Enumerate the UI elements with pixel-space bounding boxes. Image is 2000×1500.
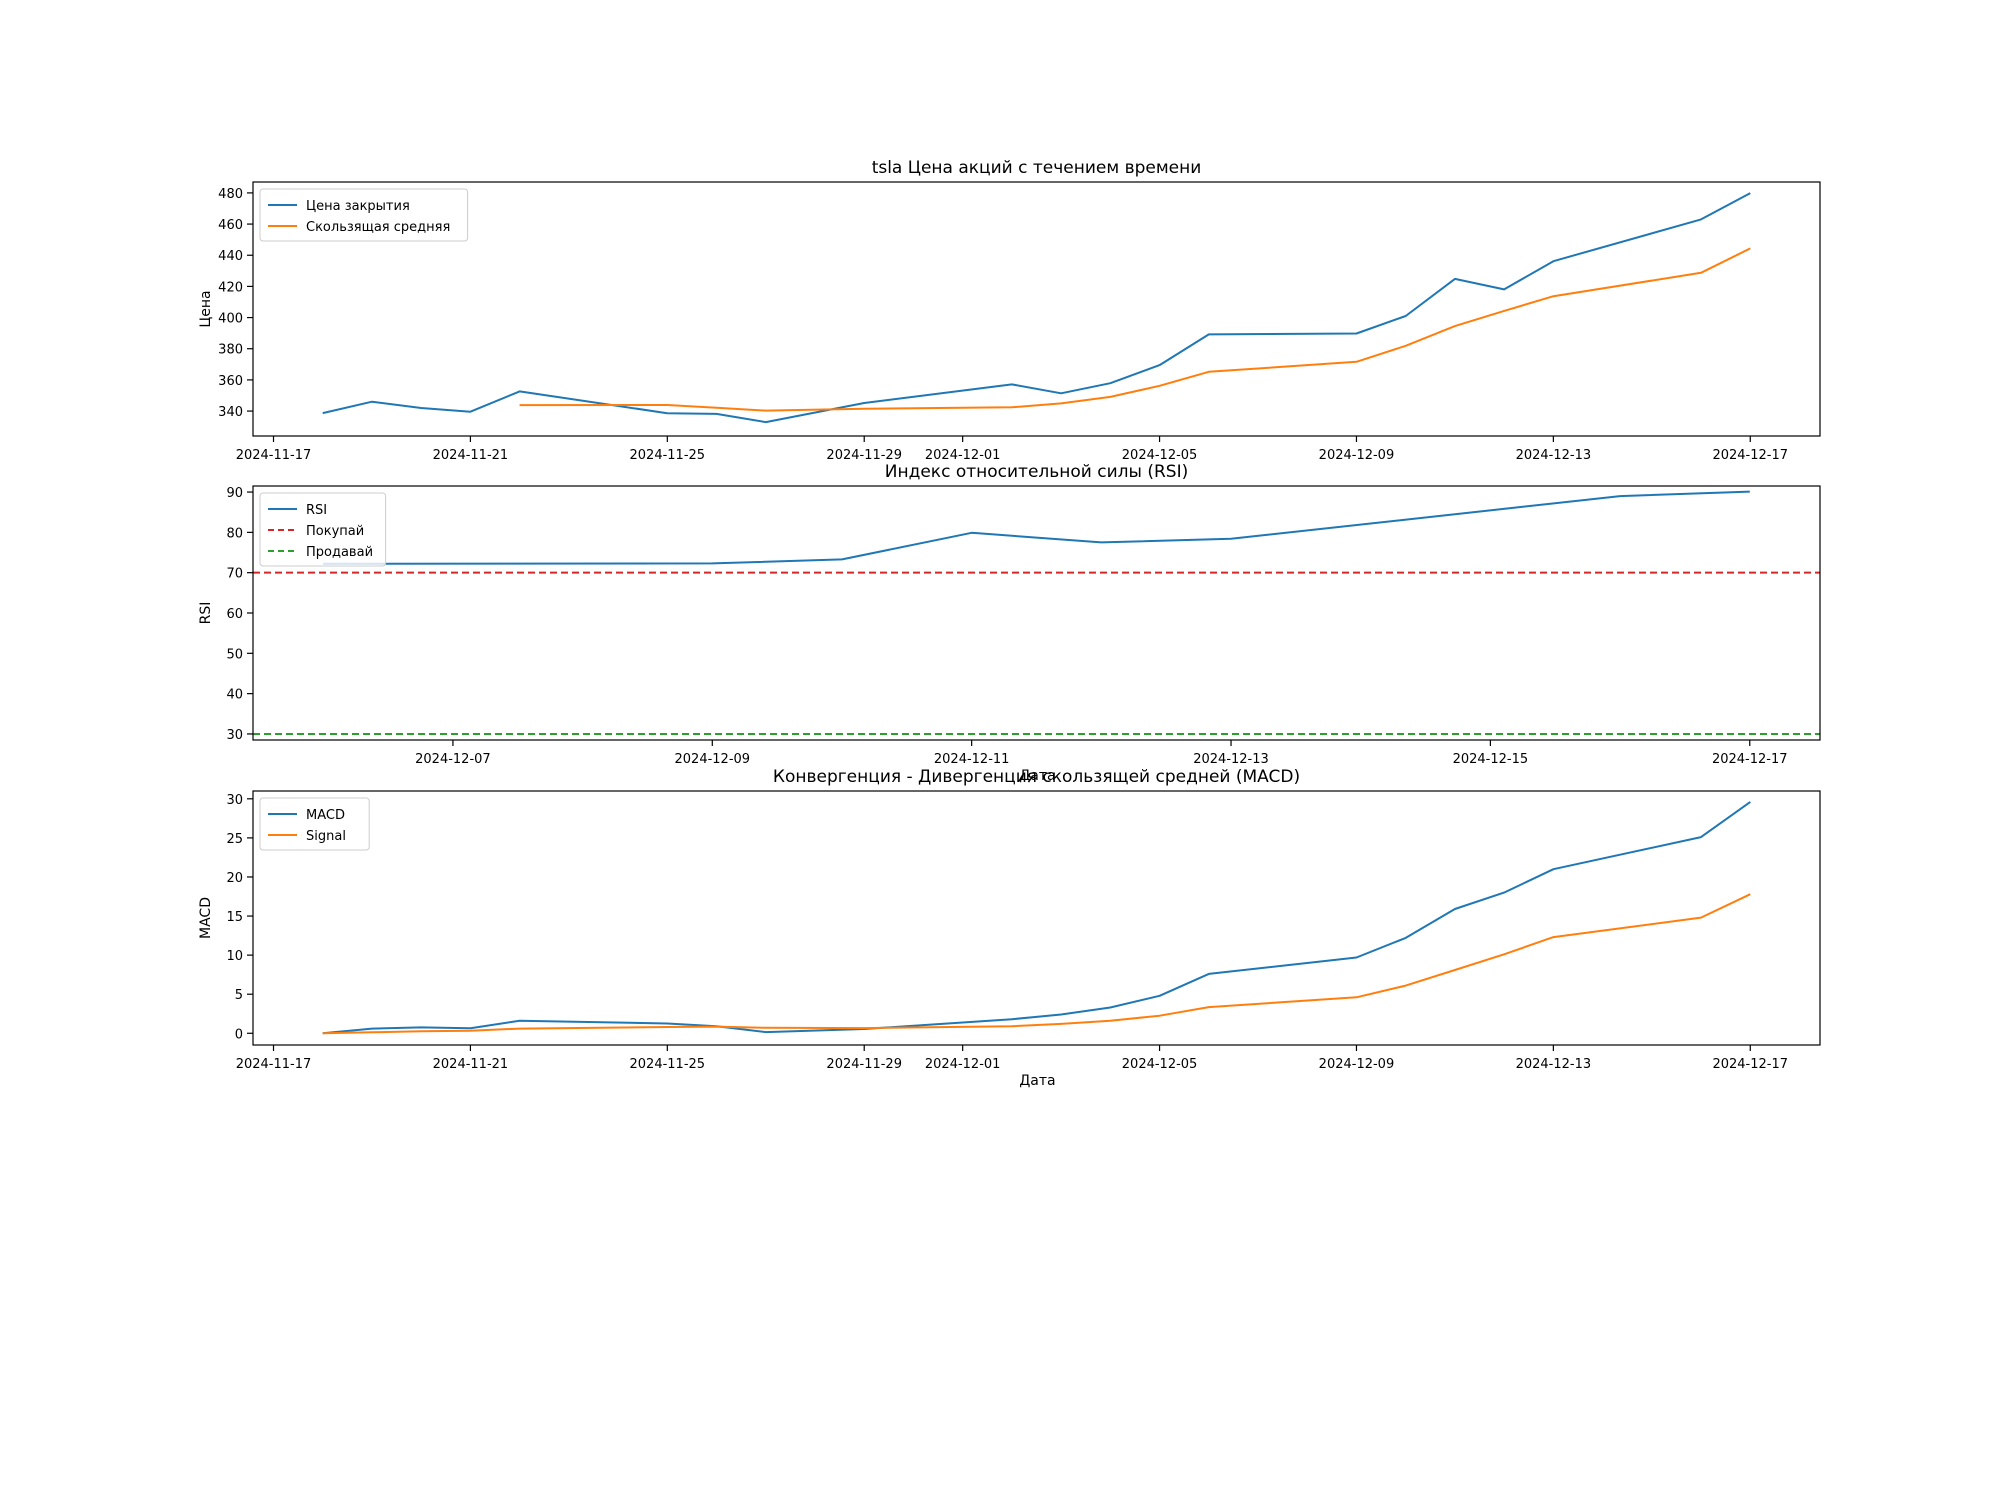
y-tick-label: 90: [226, 486, 243, 501]
y-tick-label: 480: [218, 187, 243, 202]
y-tick-label: 360: [218, 374, 243, 389]
x-tick-label: 2024-12-13: [1193, 752, 1269, 767]
x-tick-label: 2024-11-29: [826, 448, 902, 463]
series-line-1: [323, 490, 1750, 565]
x-tick-label: 2024-12-13: [1516, 448, 1592, 463]
y-tick-label: 5: [235, 988, 243, 1003]
y-axis-label: MACD: [198, 897, 214, 939]
y-tick-label: 10: [226, 949, 243, 964]
legend-label: MACD: [306, 808, 345, 823]
y-tick-label: 20: [226, 871, 243, 886]
x-axis-label: Дата: [1019, 768, 1055, 784]
y-tick-label: 0: [235, 1027, 243, 1042]
x-tick-label: 2024-11-17: [236, 1057, 312, 1072]
plot-frame: [252, 181, 1821, 437]
chart-title: tsla Цена акций с течением времени: [872, 158, 1202, 178]
y-tick-label: 460: [218, 218, 243, 233]
y-tick-label: 380: [218, 343, 243, 358]
x-tick-label: 2024-12-11: [934, 752, 1010, 767]
x-tick-label: 2024-12-15: [1453, 752, 1529, 767]
legend: RSI Покупай Продавай: [259, 492, 387, 567]
y-tick-label: 80: [226, 526, 243, 541]
legend-box: [259, 797, 370, 851]
legend-label: Signal: [306, 829, 346, 844]
y-tick-label: 25: [226, 832, 243, 847]
y-tick-label: 30: [226, 793, 243, 808]
y-tick-label: 70: [226, 567, 243, 582]
plot-frame: [252, 790, 1821, 1046]
series-line-1: [322, 192, 1751, 424]
series-line-2: [519, 247, 1751, 412]
x-tick-label: 2024-12-09: [1319, 1057, 1395, 1072]
legend-label: RSI: [306, 503, 327, 518]
series-line-1: [322, 801, 1751, 1035]
y-tick-label: 30: [226, 728, 243, 743]
x-tick-label: 2024-12-01: [925, 448, 1001, 463]
chart-panel-1: 340 360 380 400 420 440 460 480 2024-11-17 2024-1…: [198, 158, 1821, 463]
series-line-2: [322, 893, 1751, 1035]
x-tick-label: 2024-12-05: [1122, 1057, 1198, 1072]
legend-label: Продавай: [306, 545, 373, 560]
x-tick-label: 2024-12-05: [1122, 448, 1198, 463]
legend: MACD Signal: [259, 797, 370, 851]
x-tick-label: 2024-12-01: [925, 1057, 1001, 1072]
legend-box: [259, 188, 469, 242]
x-tick-label: 2024-11-17: [236, 448, 312, 463]
x-tick-label: 2024-12-17: [1712, 752, 1788, 767]
y-tick-label: 400: [218, 312, 243, 327]
legend: Цена закрытия Скользящая средняя: [259, 188, 469, 242]
chart-panel-3: 0 5 10 15 20 25 30 2024-11-17 2024-11-21 2024-11-…: [198, 767, 1821, 1089]
x-tick-label: 2024-11-21: [433, 1057, 509, 1072]
x-tick-label: 2024-11-25: [630, 1057, 706, 1072]
y-axis-label: Цена: [198, 290, 214, 327]
legend-box: [259, 492, 387, 567]
x-tick-label: 2024-12-07: [415, 752, 491, 767]
x-tick-label: 2024-11-21: [433, 448, 509, 463]
y-tick-label: 440: [218, 249, 243, 264]
chart-title: Конвергенция - Дивергенция скользящей ср…: [773, 767, 1300, 787]
legend-label: Покупай: [306, 524, 364, 539]
y-tick-label: 40: [226, 688, 243, 703]
x-tick-label: 2024-12-09: [1319, 448, 1395, 463]
chart-panel-2: 30 40 50 60 70 80 90 2024-12-07 2024-12-09 2024-1…: [198, 462, 1821, 784]
plot-frame: [252, 485, 1821, 741]
legend-label: Цена закрытия: [306, 199, 410, 214]
y-tick-label: 420: [218, 280, 243, 295]
x-axis-label: Дата: [1019, 1073, 1055, 1089]
x-tick-label: 2024-12-17: [1712, 1057, 1788, 1072]
x-tick-label: 2024-11-29: [826, 1057, 902, 1072]
y-tick-label: 340: [218, 405, 243, 420]
x-tick-label: 2024-11-25: [630, 448, 706, 463]
y-tick-label: 60: [226, 607, 243, 622]
legend-label: Скользящая средняя: [306, 220, 450, 235]
x-tick-label: 2024-12-09: [675, 752, 751, 767]
y-axis-label: RSI: [198, 602, 214, 625]
x-tick-label: 2024-12-13: [1516, 1057, 1592, 1072]
x-tick-label: 2024-12-17: [1712, 448, 1788, 463]
y-tick-label: 15: [226, 910, 243, 925]
chart-title: Индекс относительной силы (RSI): [885, 462, 1188, 482]
y-tick-label: 50: [226, 647, 243, 662]
